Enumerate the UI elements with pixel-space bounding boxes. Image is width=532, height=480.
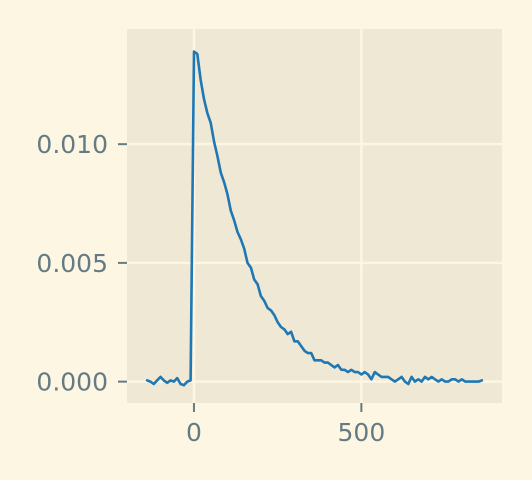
y-tick-label: 0.010 — [36, 130, 108, 159]
axis-ticks — [118, 143, 363, 412]
series-line-0 — [145, 50, 484, 387]
y-tick-label: 0.005 — [36, 249, 108, 278]
x-tick-label: 0 — [186, 418, 202, 447]
x-tick-label: 500 — [338, 418, 386, 447]
tick-labels: 0 500 0.000 0.005 0.010 — [36, 130, 385, 447]
series-lines — [145, 50, 484, 387]
plot-area — [127, 29, 502, 403]
y-tick-label: 0.000 — [36, 368, 108, 397]
